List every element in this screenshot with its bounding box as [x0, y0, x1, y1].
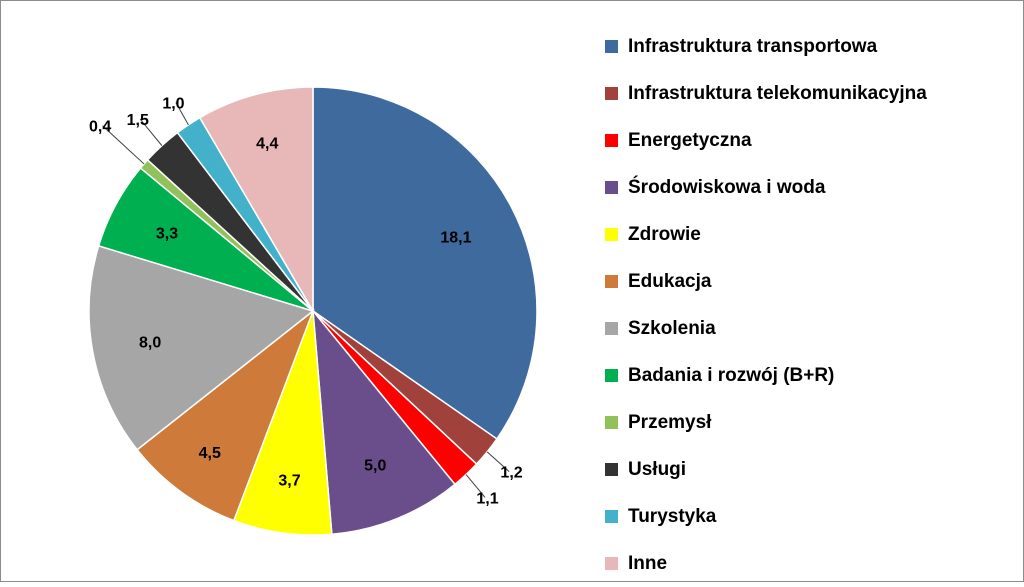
leader-lines [102, 102, 510, 498]
legend-swatch [605, 228, 618, 241]
data-label: 4,5 [199, 445, 221, 462]
legend-label: Szkolenia [628, 317, 716, 339]
legend-swatch [605, 369, 618, 382]
legend-item: Zdrowie [605, 211, 1015, 258]
legend-item: Edukacja [605, 258, 1015, 305]
legend-item: Szkolenia [605, 305, 1015, 352]
pie-slice [198, 86, 314, 314]
legend-swatch [605, 322, 618, 335]
leader-line [139, 118, 163, 146]
data-label: 18,1 [440, 229, 471, 246]
leader-line [486, 451, 510, 472]
legend-label: Turystyka [628, 505, 717, 527]
legend-label: Usługi [628, 458, 687, 480]
legend-label: Edukacja [628, 270, 712, 292]
legend-swatch [605, 463, 618, 476]
data-label: 1,2 [500, 465, 522, 482]
leader-line [465, 474, 486, 498]
pie-slice [312, 86, 538, 440]
legend-item: Przemysł [605, 399, 1015, 446]
legend-label: Inne [628, 552, 668, 574]
data-labels: 18,1 1,21,1 5,0 3,7 4,5 8,0 3,3 0,4 1,5 1,0 4,4 [89, 96, 523, 508]
legend-item: Turystyka [605, 493, 1015, 540]
data-label: 8,0 [139, 335, 161, 352]
legend-item: Usługi [605, 446, 1015, 493]
legend-swatch [605, 134, 618, 147]
legend-label: Przemysł [628, 411, 712, 433]
leader-line [102, 125, 145, 165]
legend-label: Zdrowie [628, 223, 701, 245]
data-label: 3,7 [278, 473, 300, 490]
data-label: 1,1 [476, 490, 498, 507]
leader-line [175, 102, 189, 126]
legend-item: Energetyczna [605, 117, 1015, 164]
data-label: 0,4 [89, 119, 111, 136]
legend-label: Badania i rozwój (B+R) [628, 364, 835, 386]
legend-item: Infrastruktura telekomunikacyjna [605, 70, 1015, 117]
pie-slice [88, 244, 315, 451]
pie-slices [88, 86, 538, 536]
legend-swatch [605, 40, 618, 53]
pie-slice [312, 308, 456, 536]
data-label: 4,4 [256, 135, 278, 152]
pie-slice [136, 308, 315, 522]
legend-label: Środowiskowa i woda [628, 176, 826, 198]
data-label: 1,0 [162, 96, 184, 113]
legend-swatch [605, 416, 618, 429]
legend-swatch [605, 557, 618, 570]
data-label: 5,0 [364, 458, 386, 475]
legend-swatch [605, 510, 618, 523]
legend-item: Środowiskowa i woda [605, 164, 1015, 211]
data-label: 1,5 [127, 112, 149, 129]
legend-item: Badania i rozwój (B+R) [605, 352, 1015, 399]
data-label: 3,3 [156, 225, 178, 242]
legend-label: Infrastruktura telekomunikacyjna [628, 82, 927, 104]
legend-label: Energetyczna [628, 129, 752, 151]
legend-label: Infrastruktura transportowa [628, 35, 878, 57]
legend-swatch [605, 181, 618, 194]
legend-swatch [605, 275, 618, 288]
legend-swatch [605, 87, 618, 100]
legend-item: Inne [605, 540, 1015, 587]
legend: Infrastruktura transportowa Infrastruktur… [605, 23, 1015, 587]
legend-item: Infrastruktura transportowa [605, 23, 1015, 70]
